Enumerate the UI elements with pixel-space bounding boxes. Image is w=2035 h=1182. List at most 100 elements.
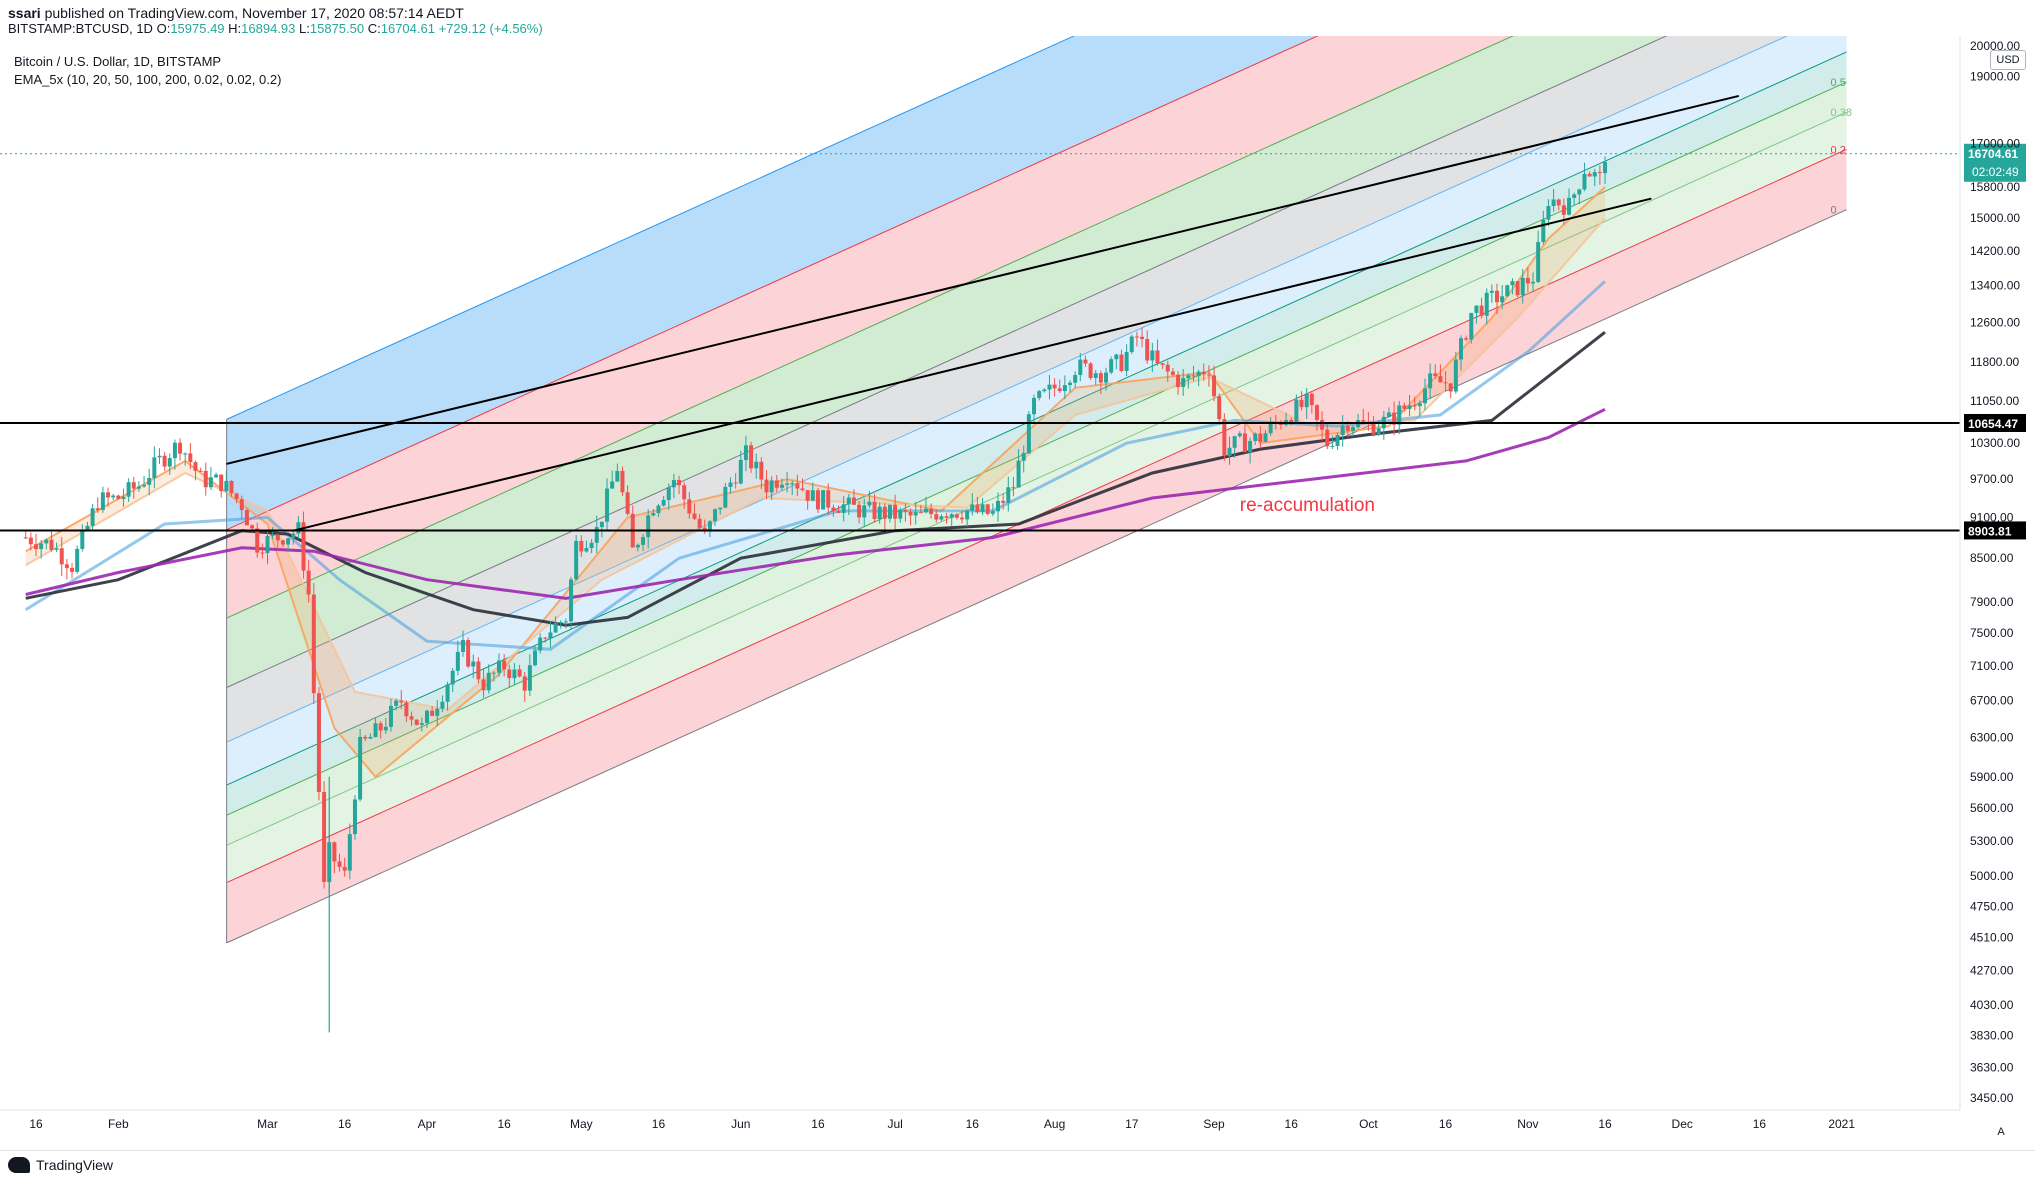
candle-body <box>543 637 548 639</box>
candle-body <box>1078 359 1083 375</box>
candle-body <box>203 470 208 488</box>
candle-body <box>219 474 224 492</box>
candle-body <box>743 445 748 460</box>
tradingview-logo[interactable]: TradingView <box>8 1157 113 1173</box>
candle-body <box>841 504 846 513</box>
candle-body <box>54 548 59 550</box>
candle-body <box>1176 374 1181 387</box>
candle-body <box>1572 194 1577 198</box>
candle-body <box>1047 384 1052 390</box>
time-axis[interactable]: 16 Feb Mar 16 Apr 16 May 16 Jun 16 Jul 16 Aug 17 Sep 16… <box>0 1109 1960 1131</box>
price-tick-label: 3630.00 <box>1970 1061 2014 1075</box>
candle-body <box>1217 396 1222 420</box>
time-tick-label: Feb <box>108 1117 129 1131</box>
candle-body <box>59 548 64 565</box>
auto-scale-button[interactable]: A <box>1997 1126 2005 1138</box>
candle-body <box>1469 312 1474 340</box>
candle-body <box>929 508 934 515</box>
candle-body <box>1335 434 1340 446</box>
ohlc-close: 16704.61 <box>380 21 435 36</box>
candle-body <box>116 495 121 500</box>
candle-body <box>1361 419 1366 422</box>
trendlines[interactable] <box>226 94 1740 532</box>
candle-body <box>810 490 815 501</box>
chart-legend: Bitcoin / U.S. Dollar, 1D, BITSTAMP EMA_… <box>14 53 281 89</box>
candle-body <box>1134 336 1139 338</box>
candle-body <box>1561 205 1566 215</box>
candle-body <box>388 705 393 727</box>
candle-body <box>162 455 167 467</box>
candle-body <box>1489 290 1494 293</box>
candle-body <box>1160 363 1165 365</box>
currency-badge[interactable]: USD <box>1990 50 2026 70</box>
candle-body <box>1340 425 1345 435</box>
fib-band <box>226 149 1847 943</box>
candle-body <box>450 670 455 685</box>
publish-line: ssari published on TradingView.com, Nove… <box>8 5 464 21</box>
candle-body <box>1170 371 1175 375</box>
candle-body <box>723 486 728 508</box>
candle-body <box>1443 382 1448 384</box>
candle-body <box>821 490 826 510</box>
fib-level-label: 0.2 <box>1831 144 1846 156</box>
price-axis[interactable]: 20000.00 19000.00 17000.00 15800.00 15000.00… <box>1959 36 2020 1110</box>
current-price-tag <box>1964 143 2026 182</box>
re-accumulation-annotation[interactable]: re-accumulation <box>1240 495 1375 516</box>
candle-body <box>430 710 435 716</box>
candle-body <box>954 514 959 518</box>
fib-level-line <box>226 36 1668 688</box>
candle-body <box>980 504 985 513</box>
candle-body <box>1345 425 1350 431</box>
candle-body <box>959 517 964 520</box>
fib-level-line <box>226 36 1789 743</box>
candle-body <box>944 516 949 518</box>
legend-indicator[interactable]: EMA_5x (10, 20, 50, 100, 200, 0.02, 0.02… <box>14 72 282 87</box>
candle-body <box>270 534 275 536</box>
candle-body <box>661 499 666 506</box>
candle-body <box>152 457 157 478</box>
candle-body <box>1438 376 1443 383</box>
candle-body <box>1258 433 1263 442</box>
candle-body <box>471 661 476 667</box>
candle-body <box>599 521 604 528</box>
candle-body <box>620 470 625 493</box>
candle-body <box>1026 414 1031 454</box>
candle-body <box>275 534 280 541</box>
candle-body <box>1505 285 1510 297</box>
trendline[interactable] <box>226 94 1740 465</box>
candle-body <box>1479 305 1484 316</box>
price-tick-label: 15000.00 <box>1970 211 2020 225</box>
candle-body <box>1510 281 1515 286</box>
time-tick-label: 2021 <box>1828 1117 1855 1131</box>
candle-body <box>687 499 692 514</box>
time-tick-label: 17 <box>1125 1117 1139 1131</box>
candle-body <box>342 866 347 871</box>
candle-body <box>1073 374 1078 383</box>
candle-body <box>1320 419 1325 430</box>
candle-body <box>198 470 203 472</box>
author-name[interactable]: ssari <box>8 5 41 21</box>
candle-body <box>1037 391 1042 398</box>
fib-level-label: 0.38 <box>1831 107 1852 119</box>
fib-level-line <box>226 36 1319 531</box>
candle-body <box>651 513 656 516</box>
candle-body <box>1227 447 1232 456</box>
candle-body <box>1196 371 1201 377</box>
candle-body <box>584 547 589 552</box>
publish-header: ssari published on TradingView.com, Nove… <box>0 0 2035 36</box>
legend-symbol[interactable]: Bitcoin / U.S. Dollar, 1D, BITSTAMP <box>14 54 222 69</box>
candle-body <box>183 453 188 455</box>
candle-body <box>851 497 856 505</box>
horizontal-levels[interactable]: 10654.47 8903.81 16704.61 02:02:49 <box>0 143 2026 540</box>
candle-body <box>1206 374 1211 376</box>
candle-body <box>1083 359 1088 364</box>
price-chart[interactable]: 0 0.2 0.38 0.5 10654.47 8903.81 16704.61 02:02… <box>0 36 2035 1150</box>
candle-body <box>728 482 733 487</box>
candle-body <box>1525 277 1530 284</box>
candle-body <box>1062 385 1067 392</box>
trendline[interactable] <box>292 197 1652 532</box>
candle-body <box>466 640 471 667</box>
candle-body <box>533 650 538 666</box>
time-tick-label: Dec <box>1672 1117 1693 1131</box>
candle-body <box>1376 428 1381 435</box>
